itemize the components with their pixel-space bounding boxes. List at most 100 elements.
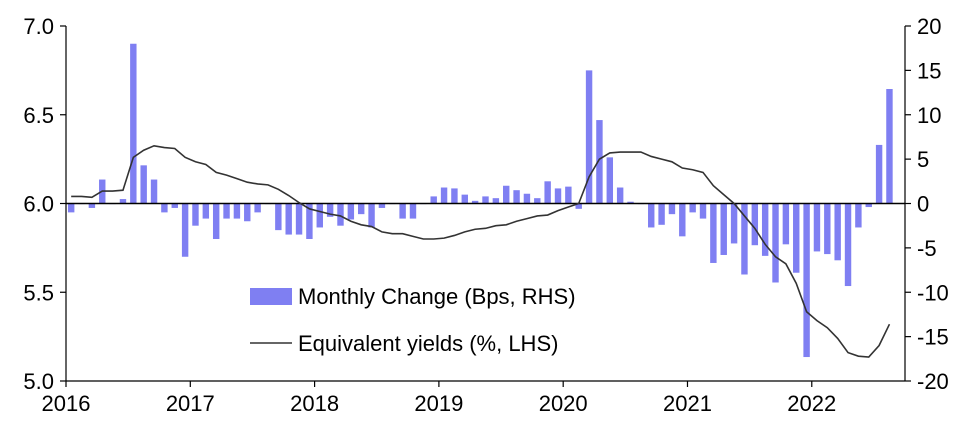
legend: Monthly Change (Bps, RHS) Equivalent yie… [250, 284, 576, 356]
x-tick-label: 2019 [414, 391, 463, 416]
axes: 5.0 5.5 6.0 6.5 7.0 -20 -15 -10 -5 0 5 10 15 20 2016 20… [23, 14, 948, 416]
bar [492, 198, 500, 204]
bar [244, 203, 251, 222]
bar [171, 203, 178, 208]
legend-bar-swatch [250, 288, 292, 305]
bar [326, 203, 334, 217]
bar [844, 203, 852, 287]
bar [306, 203, 313, 239]
bar [679, 203, 686, 237]
bar [295, 203, 303, 235]
right-tick-label: 20 [917, 14, 941, 39]
bar [130, 43, 137, 204]
bar [544, 181, 551, 204]
bar [119, 199, 127, 204]
bar [399, 203, 406, 219]
bar [782, 203, 790, 245]
bar [813, 203, 821, 252]
bar [668, 203, 676, 215]
right-tick-label: -10 [917, 280, 949, 305]
left-tick-label: 5.0 [23, 369, 54, 394]
bar [357, 203, 365, 215]
bar [409, 203, 417, 219]
bar [606, 157, 614, 204]
bar [886, 89, 893, 204]
bar [88, 203, 96, 208]
bar [875, 144, 883, 204]
right-tick-label: -20 [917, 369, 949, 394]
bar [347, 203, 355, 220]
legend-line-label: Equivalent yields (%, LHS) [298, 331, 558, 356]
bar [513, 190, 520, 204]
bar [275, 203, 282, 231]
bar [699, 203, 707, 219]
right-tick-label: -5 [917, 236, 937, 261]
bar [451, 188, 458, 204]
bar [482, 196, 489, 204]
bar [554, 188, 562, 204]
bar [585, 70, 593, 204]
x-tick-label: 2016 [42, 391, 91, 416]
bar [761, 203, 769, 256]
left-tick-label: 5.5 [23, 280, 54, 305]
x-tick-label: 2021 [663, 391, 712, 416]
yield-line [71, 144, 891, 358]
bar-series [67, 43, 893, 358]
bar [824, 203, 831, 255]
bar [440, 187, 448, 204]
bar [741, 203, 748, 275]
bar [67, 203, 75, 213]
bar [855, 203, 862, 228]
right-tick-label: 10 [917, 103, 941, 128]
bar [254, 203, 261, 213]
bar [430, 196, 437, 204]
bar [150, 179, 158, 204]
bar [285, 203, 292, 235]
bar [233, 203, 241, 219]
bar [140, 165, 147, 204]
bar [192, 203, 199, 226]
bar [627, 201, 634, 204]
right-tick-label: 5 [917, 147, 929, 172]
bar [565, 186, 572, 204]
bar [461, 194, 468, 204]
bar [202, 203, 210, 219]
bar [658, 203, 665, 225]
right-tick-label: -15 [917, 325, 949, 350]
bar [368, 203, 375, 228]
right-tick-label: 0 [917, 192, 929, 217]
bar [865, 203, 872, 208]
bar [793, 203, 800, 273]
bar [181, 203, 189, 257]
bar [378, 203, 386, 208]
bar [523, 193, 531, 204]
left-tick-label: 6.0 [23, 192, 54, 217]
bar [503, 185, 510, 204]
bar [596, 120, 603, 204]
legend-bar-label: Monthly Change (Bps, RHS) [298, 284, 576, 309]
left-tick-label: 7.0 [23, 14, 54, 39]
bar [772, 203, 779, 283]
bar [316, 203, 323, 228]
bar [212, 203, 220, 239]
bar [575, 203, 582, 209]
x-tick-label: 2017 [166, 391, 215, 416]
bar [648, 203, 655, 228]
bar [337, 203, 344, 226]
x-tick-label: 2018 [290, 391, 339, 416]
bar [720, 203, 727, 255]
right-tick-label: 15 [917, 58, 941, 83]
bar [471, 200, 479, 204]
bar [730, 203, 738, 244]
bar [803, 203, 810, 358]
bar [616, 187, 624, 204]
left-tick-label: 6.5 [23, 103, 54, 128]
bar [710, 203, 717, 263]
bar [223, 203, 230, 219]
x-tick-label: 2022 [787, 391, 836, 416]
bar [161, 203, 168, 213]
x-tick-label: 2020 [539, 391, 588, 416]
bar [834, 203, 841, 261]
bar [751, 203, 759, 246]
